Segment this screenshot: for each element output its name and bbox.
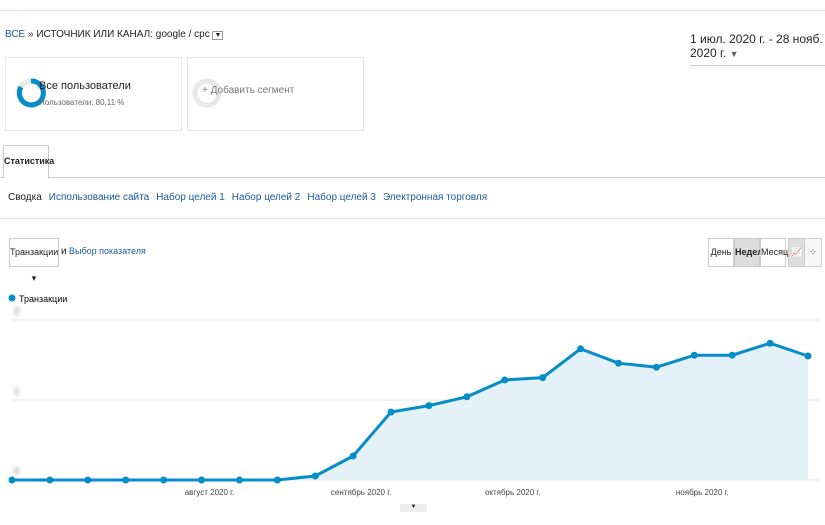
period-button[interactable]: Неделя: [734, 238, 768, 267]
period-button[interactable]: Месяц: [760, 238, 788, 267]
point: [46, 476, 54, 484]
segment-title: Все пользователи: [39, 80, 131, 92]
x-tick-label: октябрь 2020 г.: [485, 488, 541, 497]
motion-chart-button[interactable]: ⁘: [804, 238, 822, 267]
point: [84, 476, 92, 484]
point: [8, 476, 16, 484]
breadcrumb-dimension: ИСТОЧНИК ИЛИ КАНАЛ: google / cpc: [36, 29, 210, 40]
point: [766, 339, 774, 347]
subnav-item[interactable]: Набор целей 1: [156, 192, 225, 203]
and-text: и: [61, 246, 67, 257]
metric-link[interactable]: Выбор показателя: [69, 246, 146, 256]
period-button[interactable]: День: [708, 238, 734, 267]
breadcrumb: ВСЕ » ИСТОЧНИК ИЛИ КАНАЛ: google / cpc ▼: [5, 29, 224, 40]
point: [311, 472, 319, 480]
subnav-rule: [0, 218, 825, 219]
tab-rule: [0, 177, 825, 178]
area: [12, 343, 808, 480]
segment-card[interactable]: Все пользователи Пользователи: 80,11 %: [5, 57, 182, 131]
segment-ring-empty: [192, 78, 222, 108]
point: [804, 352, 812, 360]
metric-select-text: Транзакции: [10, 247, 59, 257]
date-text: 1 июл. 2020 г. - 28 нояб. 2020 г.: [690, 32, 823, 60]
y-tick-label: 1: [14, 386, 19, 396]
period-buttons: День Неделя Месяц: [708, 238, 788, 267]
breadcrumb-sep: »: [28, 29, 34, 40]
segment-subtitle: Пользователи: 80,11 %: [39, 98, 125, 107]
point: [501, 376, 509, 384]
add-segment: + Добавить сегмент: [202, 85, 295, 96]
point: [387, 408, 395, 416]
point: [652, 363, 660, 371]
subnav-item[interactable]: Набор целей 2: [231, 192, 301, 203]
x-tick-label: август 2020 г.: [185, 488, 235, 497]
point: [198, 476, 206, 484]
tab[interactable]: Статистика: [3, 145, 54, 179]
x-tick-label: ноябрь 2020 г.: [676, 488, 729, 497]
point: [122, 476, 130, 484]
date-range[interactable]: 1 июл. 2020 г. - 28 нояб. 2020 г. ▼: [690, 32, 825, 66]
legend-dot: [8, 294, 16, 302]
y-tick-label: 2: [14, 306, 19, 316]
metric-select[interactable]: Транзакции ▾: [9, 238, 59, 283]
point: [577, 345, 585, 353]
point: [614, 359, 622, 367]
breadcrumb-root[interactable]: ВСЕ: [5, 29, 26, 40]
subnav-item[interactable]: Набор целей 3: [307, 192, 376, 203]
point: [235, 476, 243, 484]
point: [463, 393, 471, 401]
legend-label: Транзакции: [19, 294, 67, 304]
point: [273, 476, 281, 484]
point: [160, 476, 168, 484]
top-rule: [0, 10, 825, 11]
subnav-item[interactable]: Использование сайта: [48, 192, 150, 203]
subnav-item[interactable]: Сводка: [8, 192, 42, 203]
point: [690, 351, 698, 359]
segment-ring: [16, 78, 46, 108]
point: [728, 351, 736, 359]
add-segment-card[interactable]: + Добавить сегмент: [187, 57, 364, 131]
line: [12, 341, 809, 482]
collapse-handle[interactable]: ▼: [400, 504, 427, 512]
subnav: Сводка Использование сайта Набор целей 1 На…: [8, 192, 487, 203]
x-tick-label: сентябрь 2020 г.: [331, 488, 391, 497]
dropdown-arrow[interactable]: ▼: [212, 31, 224, 40]
point: [425, 402, 433, 410]
point: [349, 452, 357, 460]
subnav-item[interactable]: Электронная торговля: [382, 192, 488, 203]
point: [539, 374, 547, 382]
y-tick-label: 0: [14, 466, 19, 476]
